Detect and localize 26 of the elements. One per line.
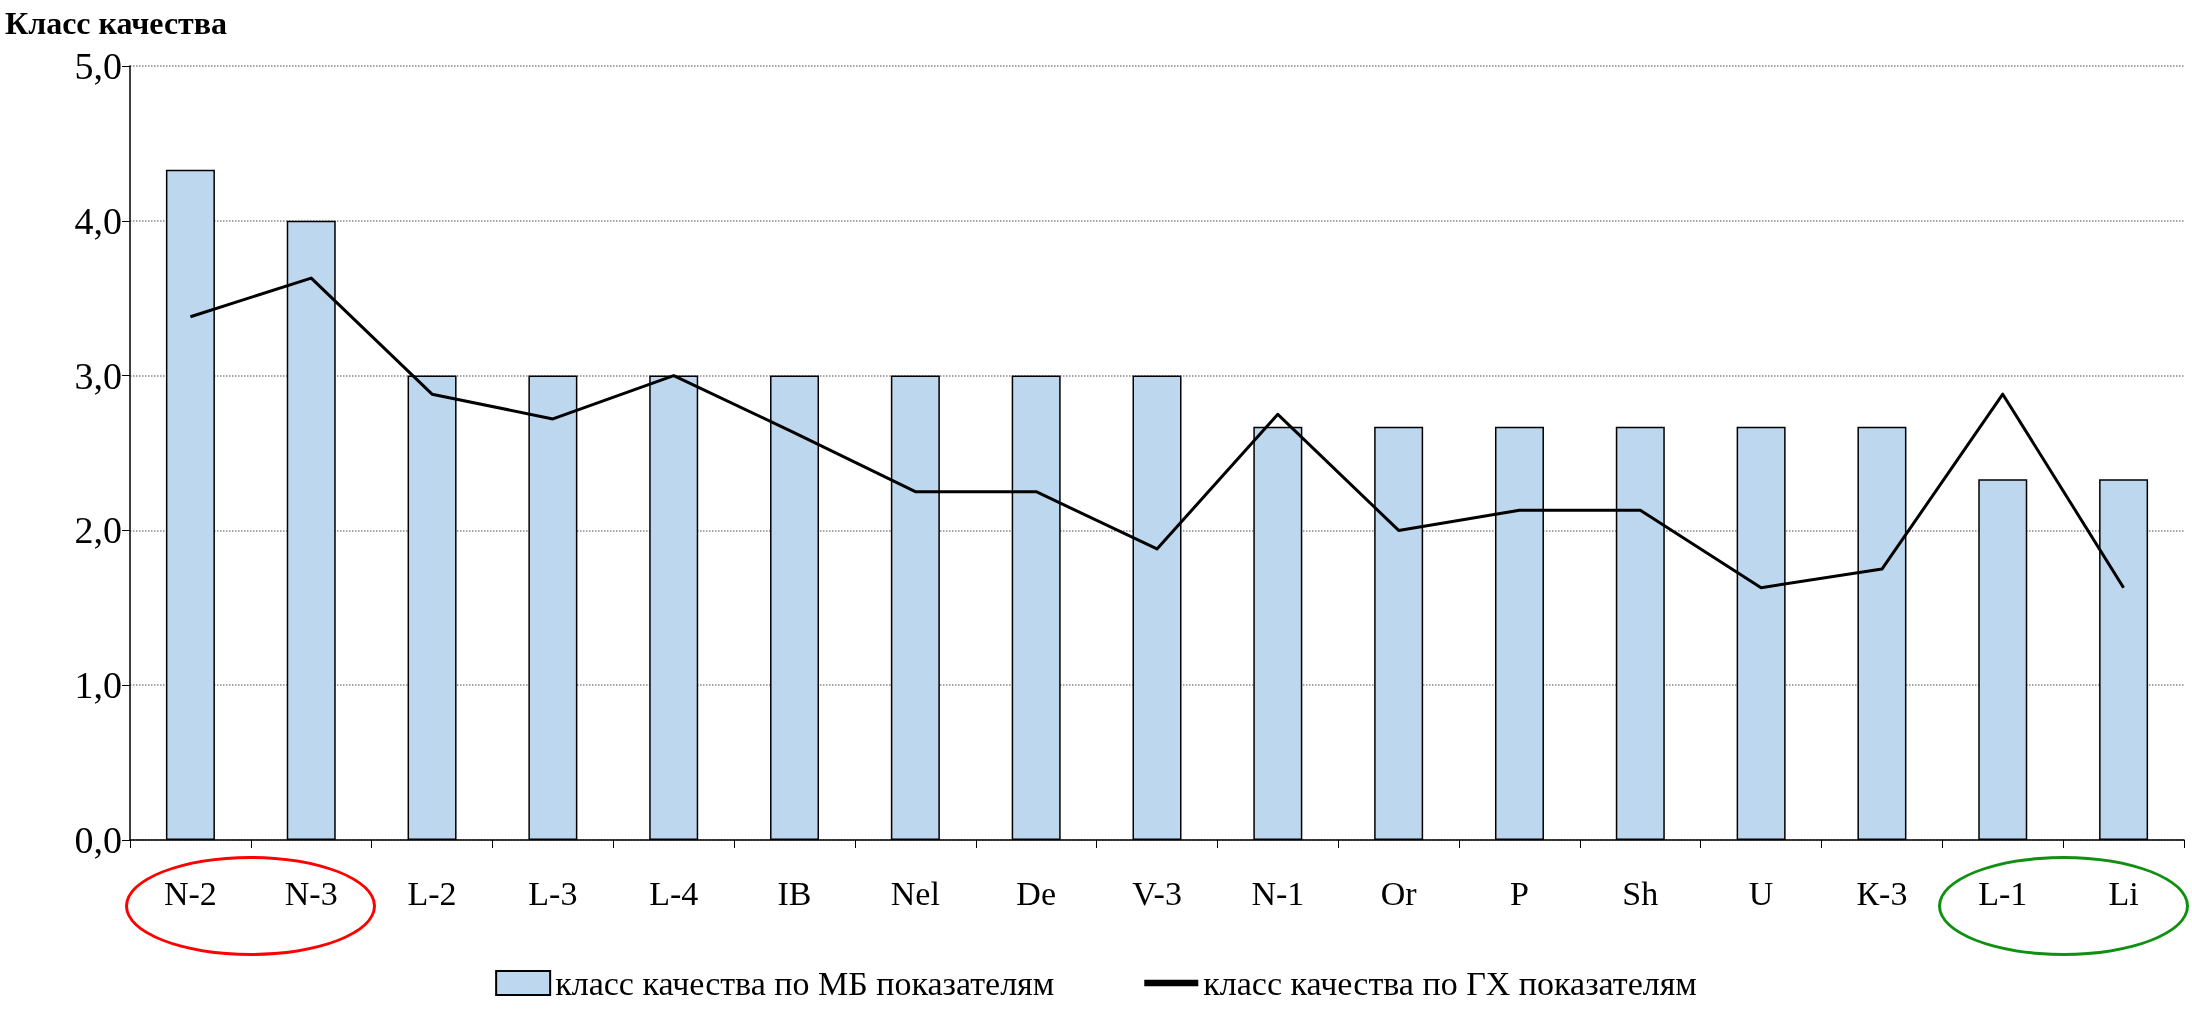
x-tick-label: De xyxy=(1016,874,1056,912)
legend-label: класс качества по МБ показателям xyxy=(555,964,1055,1002)
x-tick-label: L-4 xyxy=(649,874,699,912)
y-tick-label: 3,0 xyxy=(74,354,122,397)
x-tick-label: Or xyxy=(1380,874,1418,912)
x-tick-label: V-3 xyxy=(1132,874,1182,912)
x-tick-label: IB xyxy=(777,874,812,912)
y-tick-label: 0,0 xyxy=(74,819,122,861)
x-tick-label: Nel xyxy=(890,874,940,912)
x-tick-label: N-3 xyxy=(284,874,338,912)
x-tick-label: L-3 xyxy=(528,874,578,912)
x-tick-label: U xyxy=(1748,874,1774,912)
y-tick-label: 5,0 xyxy=(74,45,122,87)
x-tick-label: L-2 xyxy=(407,874,457,912)
y-axis-title: Класс качества xyxy=(5,5,228,41)
x-tick-label: Sh xyxy=(1622,874,1659,912)
x-tick-label: N-1 xyxy=(1251,874,1305,912)
x-tick-label: N-2 xyxy=(163,874,217,912)
legend-label: класс качества по ГХ показателям xyxy=(1203,964,1697,1002)
x-tick-label: P xyxy=(1510,874,1529,912)
x-tick-label: К-3 xyxy=(1856,874,1908,912)
y-tick-label: 1,0 xyxy=(74,664,122,707)
x-tick-label: Li xyxy=(2108,874,2139,912)
x-tick-label: L-1 xyxy=(1978,874,2028,912)
y-tick-label: 4,0 xyxy=(74,199,122,242)
y-tick-label: 2,0 xyxy=(74,509,122,552)
